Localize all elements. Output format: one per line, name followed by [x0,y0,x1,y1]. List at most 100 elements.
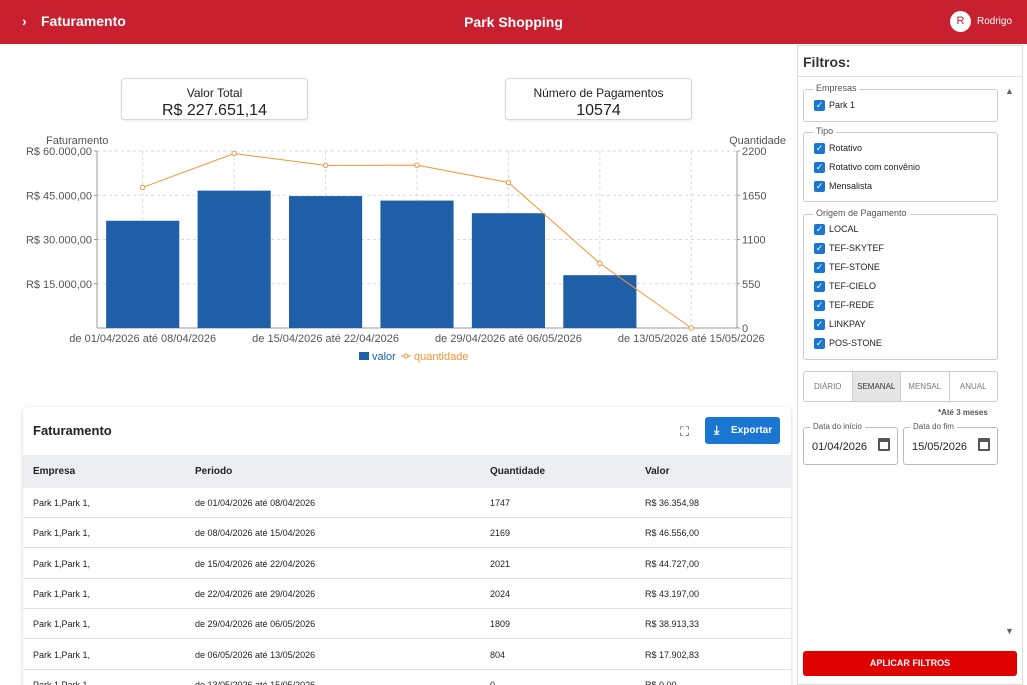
tipo-option[interactable]: ✓ Mensalista [814,181,994,193]
y-tick-label-left: R$ 60.000,00 [26,146,92,158]
calendar-icon[interactable] [978,438,990,451]
empresa-option[interactable]: ✓ Park 1 [814,100,994,112]
line-point [688,325,694,331]
table-cell: de 08/04/2026 até 15/04/2026 [195,528,316,539]
legend-marker-quantidade [403,353,409,359]
period-option[interactable]: DIÁRIO [804,372,853,401]
table-cell: Park 1,Park 1, [33,558,91,569]
section-title: Faturamento [41,13,126,29]
origem-option[interactable]: ✓ POS-STONE [814,338,994,350]
bar [563,275,637,328]
table-cell: R$ 46.556,00 [645,528,700,539]
checkbox-checked-icon[interactable]: ✓ [814,262,825,273]
period-option[interactable]: MENSAL [901,372,950,401]
filters-title: Filtros: [803,54,851,70]
tipo-option[interactable]: ✓ Rotativo com convênio [814,162,994,174]
tipo-option-label: Rotativo [829,143,863,153]
line-point [597,260,603,267]
column-header[interactable]: Valor [645,466,670,477]
checkbox-checked-icon[interactable]: ✓ [814,300,825,311]
origem-option[interactable]: ✓ TEF-CIELO [814,281,994,293]
y-tick-label-right: 1650 [742,190,766,202]
scroll-up-icon[interactable]: ▲ [1005,86,1014,96]
end-date-value[interactable]: 15/05/2026 [912,441,968,453]
origem-label: Origem de Pagamento [813,208,910,218]
tipo-option-label: Mensalista [829,181,873,191]
origem-option[interactable]: ✓ TEF-STONE [814,262,994,274]
table-cell: de 01/04/2026 até 08/04/2026 [195,498,316,508]
legend-label-valor: valor [372,351,396,363]
download-icon: ⤓ [714,423,720,437]
filters-panel: Filtros: ▲ Empresas ✓ Park 1 Tipo ✓ Rotati… [797,45,1023,685]
tipo-label: Tipo [813,126,837,136]
checkbox-checked-icon[interactable]: ✓ [814,319,825,330]
table-cell: 0 [490,679,496,685]
y-tick-label-left: R$ 45.000,00 [26,190,92,202]
y-axis-left-label: Faturamento [46,135,108,147]
checkbox-checked-icon[interactable]: ✓ [814,224,825,235]
export-button[interactable]: ⤓ Exportar [705,417,780,444]
payments-count-value: 10574 [576,102,621,119]
checkbox-checked-icon[interactable]: ✓ [814,243,825,254]
origem-group: Origem de Pagamento ✓ LOCAL ✓ TEF-SKYTEF ✓ TE… [803,208,998,360]
period-toggle: DIÁRIO SEMANAL MENSAL ANUAL [803,371,998,402]
calendar-icon[interactable] [878,438,890,451]
column-header[interactable]: Periodo [195,466,233,477]
table-row: Park 1,Park 1, de 13/05/2026 até 15/05/20… [23,670,791,685]
line-point [505,179,512,186]
table-row: Park 1,Park 1, de 01/04/2026 até 08/04/20… [23,488,791,518]
checkbox-checked-icon[interactable]: ✓ [814,162,825,173]
table-cell: 1809 [490,619,511,630]
start-date-label: Data do início [810,422,865,431]
scroll-down-icon[interactable]: ▼ [1005,626,1014,636]
chevron-right-icon[interactable]: › [22,13,27,29]
y-tick-label-right: 0 [742,323,748,335]
x-tick-label: de 29/04/2026 até 06/05/2026 [435,333,582,345]
table-cell: R$ 0,00 [645,679,677,685]
checkbox-checked-icon[interactable]: ✓ [814,143,825,154]
column-header[interactable]: Empresa [33,466,76,477]
table-cell: de 29/04/2026 até 06/05/2026 [195,619,316,630]
user-name[interactable]: Rodrigo [977,16,1013,27]
x-tick-label: de 15/04/2026 até 22/04/2026 [252,333,399,345]
start-date-field[interactable]: Data do início 01/04/2026 [803,422,898,465]
period-option[interactable]: ANUAL [959,382,987,391]
empresa-option-label: Park 1 [829,100,856,110]
table-cell: 1747 [490,498,511,508]
column-header[interactable]: Quantidade [490,466,546,477]
start-date-value[interactable]: 01/04/2026 [812,441,868,453]
origem-option-label: POS-STONE [829,338,882,348]
fullscreen-icon[interactable]: ⛶ [680,424,690,439]
origem-option[interactable]: ✓ TEF-REDE [814,300,994,312]
origem-option-label: LOCAL [829,224,859,234]
checkbox-checked-icon[interactable]: ✓ [814,281,825,292]
table-cell: 804 [490,649,506,660]
checkbox-checked-icon[interactable]: ✓ [814,100,825,111]
origem-option[interactable]: ✓ LINKPAY [814,319,994,331]
period-option[interactable]: SEMANAL [852,372,901,401]
avatar[interactable]: R [950,11,971,32]
location-title: Park Shopping [464,14,563,30]
y-tick-label-right: 2200 [742,146,766,158]
total-value-label: Valor Total [186,86,243,100]
bar [289,196,363,328]
divider [798,76,1022,77]
table-cell: de 06/05/2026 até 13/05/2026 [195,649,316,660]
table-title: Faturamento [33,423,112,438]
bar [471,213,545,328]
table-header: Empresa Periodo Quantidade Valor [23,455,791,488]
checkbox-checked-icon[interactable]: ✓ [814,181,825,192]
origem-option[interactable]: ✓ TEF-SKYTEF [814,243,994,255]
payments-count-label: Número de Pagamentos [533,86,664,100]
table-cell: 2169 [490,528,511,539]
tipo-option[interactable]: ✓ Rotativo [814,143,994,155]
end-date-field[interactable]: Data do fim 15/05/2026 [903,422,998,465]
table-cell: 2024 [490,588,511,599]
origem-option-label: TEF-REDE [829,300,874,310]
empresas-label: Empresas [813,83,860,93]
line-point [414,162,420,168]
origem-option[interactable]: ✓ LOCAL [814,224,994,236]
checkbox-checked-icon[interactable]: ✓ [814,338,825,349]
apply-filters-button[interactable]: APLICAR FILTROS [803,651,1017,676]
payments-count-card: Número de Pagamentos 10574 [505,78,692,120]
